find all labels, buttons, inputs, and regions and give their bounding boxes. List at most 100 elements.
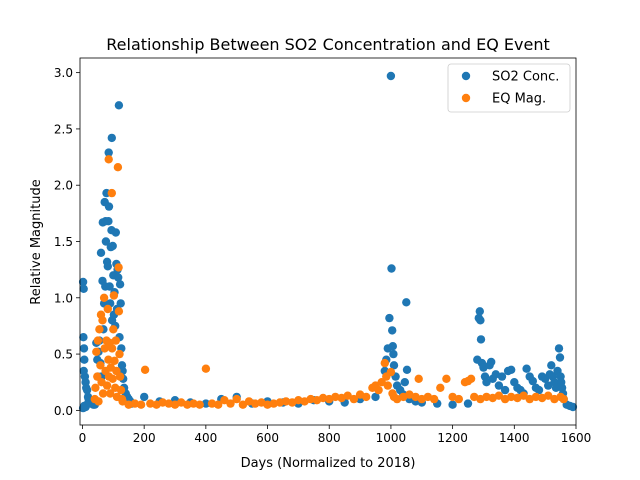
data-point	[107, 133, 117, 143]
data-point	[207, 399, 217, 408]
data-point	[114, 263, 123, 272]
x-tick-label: 1000	[376, 431, 407, 445]
legend: SO2 Conc. EQ Mag.	[447, 63, 571, 113]
data-point	[114, 273, 123, 282]
data-point	[201, 399, 211, 408]
data-point	[111, 336, 121, 345]
data-point	[263, 400, 272, 409]
data-point	[116, 385, 126, 395]
data-point	[343, 391, 352, 400]
data-point	[79, 284, 88, 293]
data-point	[146, 399, 155, 408]
data-point	[362, 392, 371, 402]
legend-label: EQ Mag.	[492, 92, 546, 107]
data-point	[226, 399, 235, 408]
data-point	[82, 385, 92, 395]
data-point	[99, 293, 109, 302]
data-point	[448, 400, 457, 409]
x-tick-label: 200	[133, 431, 156, 445]
data-point	[534, 385, 544, 395]
data-point	[96, 248, 106, 257]
legend-label: SO2 Conc.	[492, 70, 559, 85]
data-point	[104, 148, 113, 157]
data-point	[114, 307, 124, 316]
data-point	[389, 349, 398, 359]
legend-marker	[461, 93, 471, 103]
x-axis: 0 200 400 600 800 1000 1200 1400 1600	[79, 425, 591, 445]
data-point	[388, 326, 397, 335]
data-point	[251, 399, 260, 408]
data-point	[544, 391, 553, 400]
data-point	[130, 399, 140, 408]
data-point	[568, 402, 578, 412]
y-axis: 0.0 0.5 1.0 1.5 2.0 2.5 3.0	[54, 66, 80, 418]
data-point	[110, 356, 119, 365]
data-point	[551, 383, 561, 392]
data-point	[306, 394, 315, 404]
data-point	[476, 335, 486, 344]
data-point	[386, 367, 396, 377]
y-tick-label: 2.5	[54, 122, 73, 136]
data-point	[111, 228, 121, 237]
data-point	[487, 357, 496, 367]
data-point	[82, 400, 92, 409]
data-point	[195, 400, 204, 409]
data-point	[189, 399, 198, 408]
data-point	[544, 381, 553, 390]
data-point	[80, 355, 89, 364]
data-point	[402, 365, 412, 374]
data-point	[232, 394, 241, 404]
data-point	[482, 392, 491, 402]
data-point	[331, 392, 340, 402]
data-point	[402, 298, 411, 307]
data-point	[115, 280, 125, 289]
data-point	[140, 392, 149, 402]
legend-marker	[461, 71, 471, 81]
data-point	[383, 381, 392, 390]
data-point	[124, 400, 133, 409]
data-point	[104, 202, 114, 211]
data-point	[115, 349, 124, 359]
data-point	[388, 342, 397, 351]
data-point	[108, 374, 117, 383]
y-tick-label: 3.0	[54, 66, 73, 80]
data-point	[531, 392, 541, 402]
data-point	[559, 394, 568, 404]
data-point	[114, 101, 124, 110]
data-point	[500, 385, 510, 395]
data-point	[103, 304, 113, 314]
data-point	[522, 364, 531, 373]
data-point	[482, 378, 491, 387]
data-point	[104, 155, 113, 164]
data-point	[136, 400, 146, 409]
data-point	[106, 389, 115, 398]
data-point	[101, 237, 111, 246]
x-tick-label: 1400	[499, 431, 530, 445]
data-point	[109, 291, 119, 300]
data-point	[79, 344, 89, 353]
data-point	[108, 241, 117, 251]
data-point	[79, 333, 88, 342]
y-tick-label: 2.0	[54, 179, 73, 193]
chart-title: Relationship Between SO2 Concentration a…	[106, 35, 550, 54]
data-point	[389, 361, 399, 370]
data-point	[115, 372, 125, 381]
data-point	[466, 374, 476, 383]
data-point	[140, 365, 150, 374]
data-point	[463, 399, 473, 408]
data-point	[107, 188, 117, 198]
data-point	[78, 277, 88, 287]
y-axis-label: Relative Magnitude	[29, 179, 44, 304]
data-point	[93, 336, 103, 345]
data-point	[96, 361, 105, 370]
data-point	[98, 389, 108, 398]
data-point	[519, 391, 528, 400]
data-point	[220, 396, 229, 405]
data-point	[387, 264, 396, 273]
x-tick-label: 600	[256, 431, 279, 445]
data-point	[116, 299, 125, 308]
data-point	[201, 364, 211, 373]
data-point	[92, 347, 101, 356]
data-point	[385, 313, 394, 323]
